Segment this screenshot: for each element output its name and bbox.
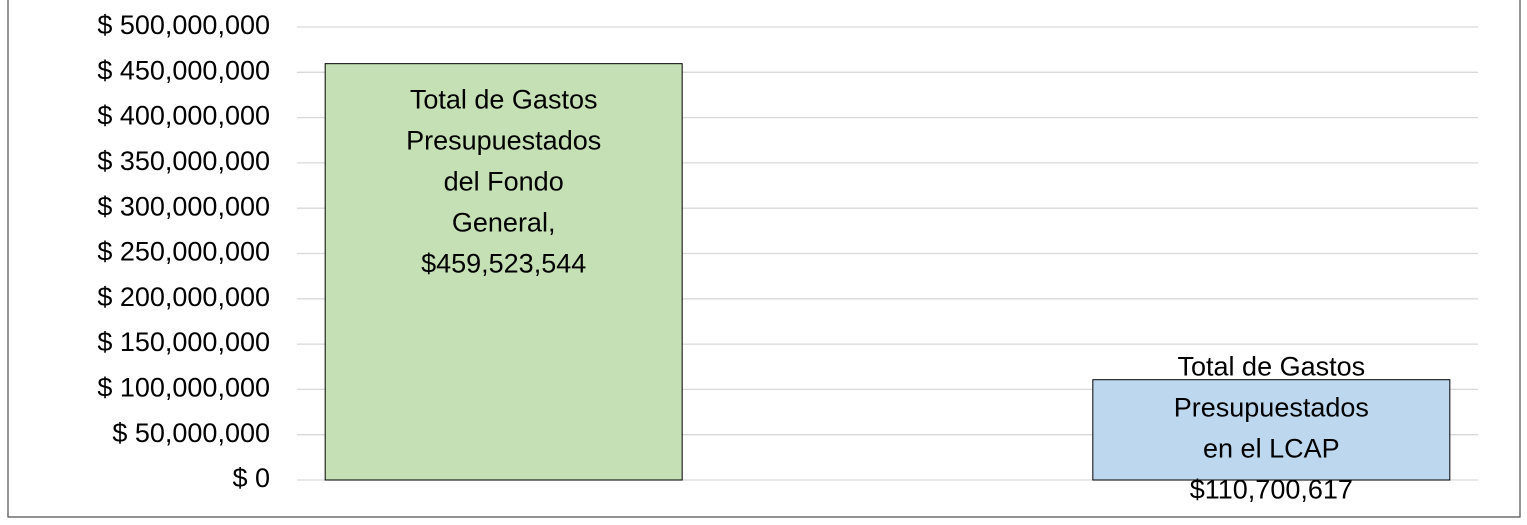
y-tick-label: $ 150,000,000 xyxy=(97,327,270,357)
y-tick-label: $ 350,000,000 xyxy=(97,146,270,176)
y-tick-label: $ 250,000,000 xyxy=(97,237,270,267)
y-tick-label: $ 500,000,000 xyxy=(97,10,270,40)
y-tick-label: $ 400,000,000 xyxy=(97,101,270,131)
y-tick-label: $ 200,000,000 xyxy=(97,282,270,312)
y-tick-label: $ 450,000,000 xyxy=(97,55,270,85)
y-tick-label: $ 0 xyxy=(232,463,270,493)
y-tick-label: $ 50,000,000 xyxy=(112,418,270,448)
bar xyxy=(324,63,683,481)
data-label: Total de Gastos Presupuestados en el LCAP $… xyxy=(1174,351,1369,504)
y-tick-label: $ 300,000,000 xyxy=(97,191,270,221)
y-tick-label: $ 100,000,000 xyxy=(97,373,270,403)
bar xyxy=(1092,379,1451,481)
data-label: Total de Gastos Presupuestados del Fondo Ge… xyxy=(406,85,601,279)
